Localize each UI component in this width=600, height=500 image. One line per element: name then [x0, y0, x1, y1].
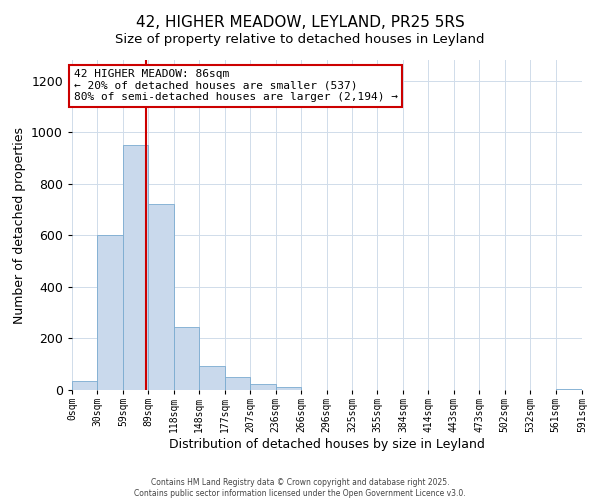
Bar: [72, 381, 97, 390]
Y-axis label: Number of detached properties: Number of detached properties: [13, 126, 26, 324]
Text: Contains HM Land Registry data © Crown copyright and database right 2025.
Contai: Contains HM Land Registry data © Crown c…: [134, 478, 466, 498]
Bar: [97, 236, 123, 390]
Bar: [123, 145, 148, 390]
X-axis label: Distribution of detached houses by size in Leyland: Distribution of detached houses by size …: [169, 438, 485, 451]
Text: 42 HIGHER MEADOW: 86sqm
← 20% of detached houses are smaller (537)
80% of semi-d: 42 HIGHER MEADOW: 86sqm ← 20% of detache…: [74, 69, 398, 102]
Bar: [225, 376, 250, 390]
Bar: [275, 387, 301, 390]
Bar: [174, 327, 199, 390]
Bar: [148, 204, 174, 390]
Bar: [250, 384, 275, 390]
Text: 42, HIGHER MEADOW, LEYLAND, PR25 5RS: 42, HIGHER MEADOW, LEYLAND, PR25 5RS: [136, 15, 464, 30]
Bar: [199, 366, 225, 390]
Text: Size of property relative to detached houses in Leyland: Size of property relative to detached ho…: [115, 32, 485, 46]
